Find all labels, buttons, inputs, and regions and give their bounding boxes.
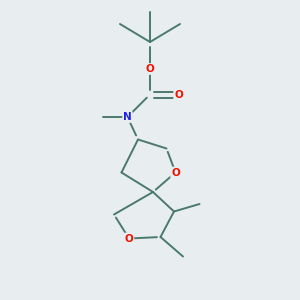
- Text: O: O: [171, 167, 180, 178]
- Text: N: N: [123, 112, 132, 122]
- Text: O: O: [146, 64, 154, 74]
- Text: O: O: [124, 233, 134, 244]
- Text: O: O: [174, 89, 183, 100]
